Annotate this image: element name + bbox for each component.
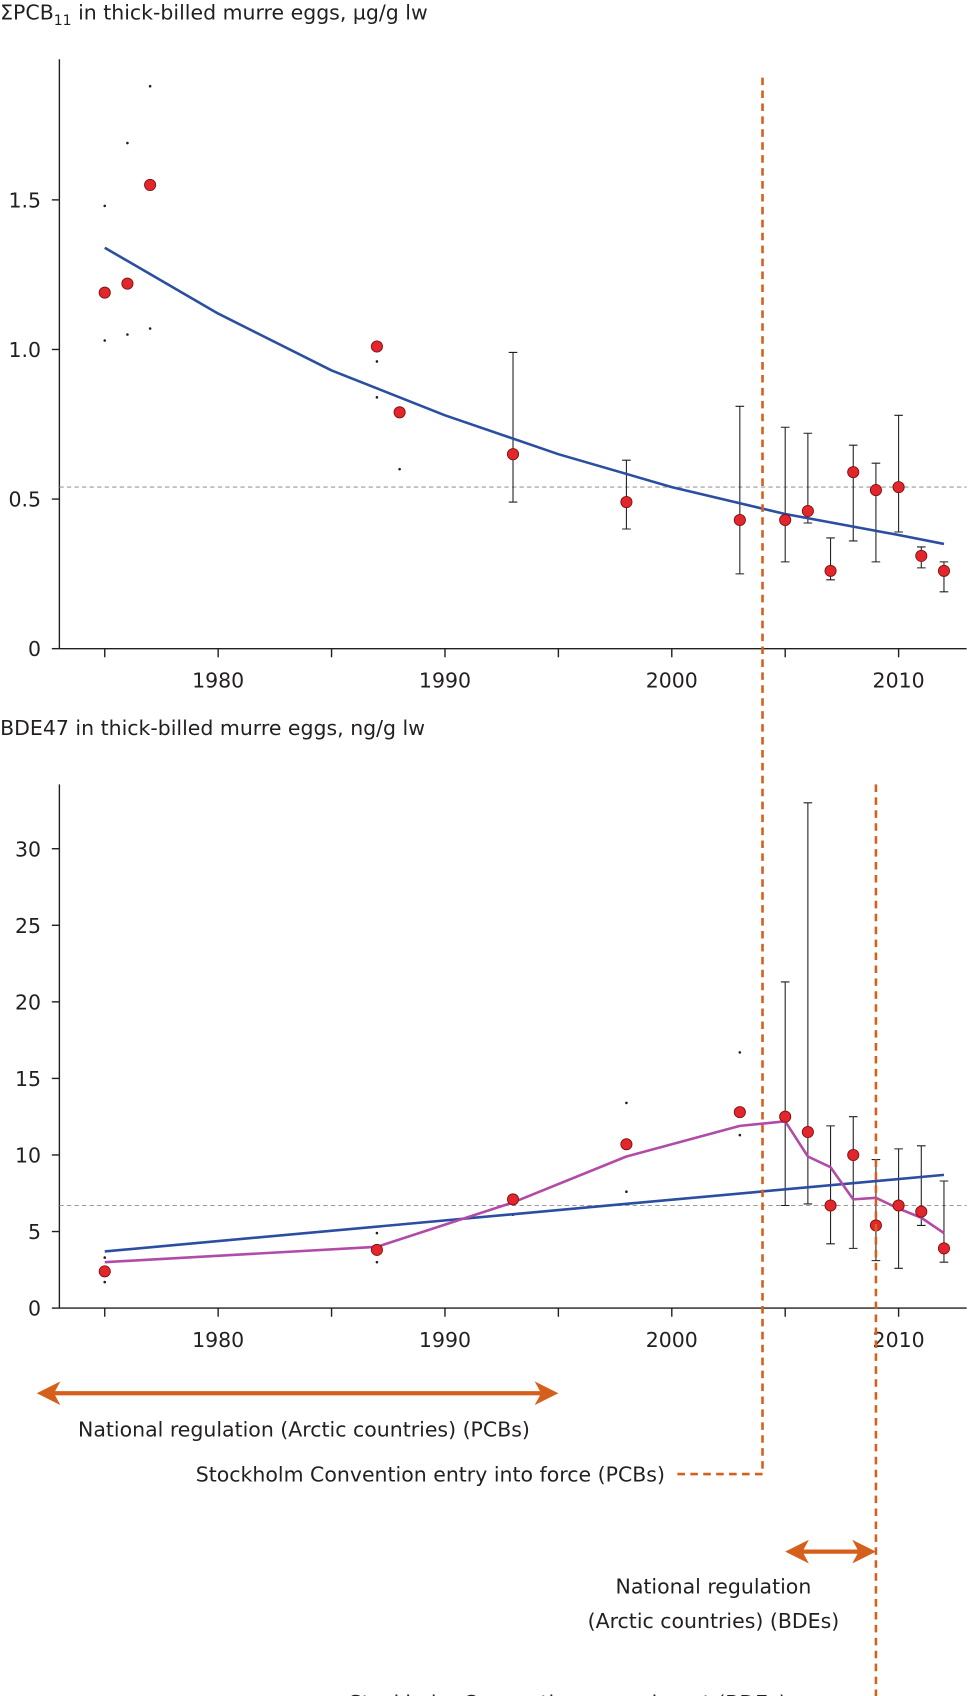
sample-dot [103,204,107,208]
mean-point [98,286,111,299]
chart-title: ΣPCB11 in thick-billed murre eggs, µg/g … [0,0,428,28]
mean-point [847,1148,860,1162]
x-tick-label: 2010 [873,668,925,692]
sample-dot [126,333,129,336]
convention-label: Stockholm Convention amendment (BDEs) [349,1691,787,1696]
chart-title: BDE47 in thick-billed murre eggs, ng/g l… [0,716,425,740]
error-bar [848,444,858,542]
trend-line [104,246,945,546]
mean-point [733,513,746,527]
mean-point [824,564,837,577]
sample-dot [375,360,379,363]
convention-line [675,77,764,1476]
mean-point [620,496,633,509]
sample-dot [738,1051,742,1054]
mean-point [915,549,928,562]
sample-dot [103,1280,107,1284]
sample-dot [375,1231,379,1235]
error-bar [894,414,903,533]
y-tick-label: 25 [15,914,41,938]
mean-point [144,178,157,191]
error-bar [780,981,790,1207]
error-bar [735,405,745,575]
x-tick-label: 1990 [419,1328,471,1352]
convention-label: Stockholm Convention entry into force (P… [196,1463,665,1487]
sample-dot [126,141,129,145]
mean-point [892,481,905,494]
y-tick-label: 10 [15,1144,41,1168]
x-tick-label: 2010 [873,1328,925,1352]
error-bar [622,459,631,530]
sample-dot [375,1260,379,1264]
y-tick-label: 0 [28,1297,41,1321]
arrow-head [534,1381,559,1406]
y-tick-label: 30 [15,837,41,861]
y-tick-label: 0.5 [9,488,42,512]
arrow-head [852,1539,876,1564]
sample-dot [103,339,107,342]
mean-point [121,277,134,290]
mean-point [937,564,950,577]
mean-point [801,505,814,518]
regulation-label: National regulation [616,1575,812,1599]
mean-point [506,1193,520,1206]
trend-line [104,1173,945,1253]
sample-dot [148,327,152,330]
sample-dot [103,1256,107,1259]
y-tick-label: 1.0 [9,338,42,362]
error-bar [508,351,518,503]
x-tick-label: 1990 [419,668,471,692]
sample-dot [148,84,152,88]
sample-dot [625,1101,628,1105]
mean-point [779,513,792,527]
mean-point [801,1125,814,1139]
mean-point [847,466,860,479]
mean-point [915,1205,928,1218]
sample-dot [738,1133,742,1137]
y-tick-label: 1.5 [9,188,42,212]
x-tick-label: 1980 [192,668,244,692]
y-tick-label: 5 [28,1220,41,1244]
title-part: ΣPCB [0,0,54,24]
mean-point [937,1242,950,1255]
x-tick-label: 2000 [646,668,698,692]
x-tick-label: 1980 [192,1328,244,1352]
regulation-label: (Arctic countries) (BDEs) [588,1609,840,1633]
y-tick-label: 15 [15,1067,41,1091]
convention-line [874,784,878,1696]
mean-point [824,1199,837,1212]
y-tick-label: 0 [28,637,41,661]
mean-point [733,1106,746,1119]
error-bar [871,462,881,563]
mean-point [370,340,383,353]
mean-point [98,1265,111,1278]
sample-dot [398,467,401,471]
error-bar [803,802,813,1205]
title-part: 11 [54,13,72,29]
sample-dot [375,396,379,399]
mean-point [393,406,406,419]
mean-point [869,484,882,497]
mean-point [892,1199,905,1212]
regulation-label: National regulation (Arctic countries) (… [78,1417,530,1441]
sample-dot [625,1190,628,1194]
arrow-head [36,1381,61,1406]
mean-point [620,1138,633,1151]
arrow-head [785,1539,809,1564]
mean-point [370,1243,383,1256]
x-tick-label: 2000 [646,1328,698,1352]
error-bar [780,426,790,563]
y-tick-label: 20 [15,990,41,1014]
mean-point [779,1110,792,1123]
title-part: in thick-billed murre eggs, µg/g lw [72,0,428,24]
mean-point [506,448,520,461]
